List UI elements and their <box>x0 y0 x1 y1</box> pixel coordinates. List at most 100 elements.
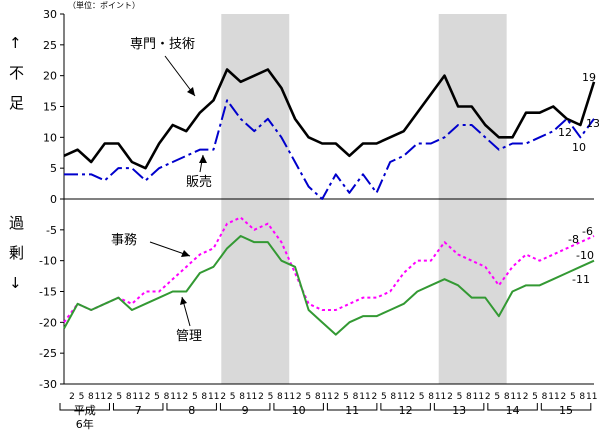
y-tick-label: 0 <box>50 193 57 206</box>
x-month-label: 8 <box>277 392 283 402</box>
y-tick-label: 10 <box>43 131 57 144</box>
y-tick-label: 20 <box>43 70 57 83</box>
x-month-label: 5 <box>570 392 576 402</box>
x-month-label: 11 <box>586 392 597 402</box>
year-bracket <box>326 403 378 411</box>
year-bracket <box>166 403 217 411</box>
end-label-jimu-2: -8 <box>568 233 579 246</box>
x-month-label: 11 <box>321 392 332 402</box>
year-bracket <box>112 403 164 411</box>
series-lines <box>63 68 596 336</box>
x-month-label: 2 <box>447 392 453 402</box>
series-label-hanbai: 販売 <box>186 174 212 190</box>
x-month-label: 2 <box>258 392 264 402</box>
x-month-label: 2 <box>372 392 378 402</box>
year-bracket <box>59 403 110 411</box>
year-label: 平成 <box>74 404 96 417</box>
year-sublabel: 6年 <box>76 417 94 431</box>
x-month-label: 5 <box>230 392 236 402</box>
x-month-label: 5 <box>154 392 160 402</box>
year-label: 11 <box>345 404 359 417</box>
y-tick-label: -30 <box>39 378 57 391</box>
year-label: 13 <box>452 404 466 417</box>
x-month-label: 5 <box>305 392 311 402</box>
x-month-label: 11 <box>510 392 521 402</box>
x-month-label: 5 <box>381 392 387 402</box>
y-tick-label: -20 <box>39 316 57 329</box>
series-label-jimu: 事務 <box>111 233 137 248</box>
series-line-3 <box>63 235 595 336</box>
x-month-label: 8 <box>126 392 132 402</box>
year-bracket <box>273 403 324 411</box>
end-label-hanbai-2: 10 <box>572 141 586 154</box>
side-label-bottom: ↓ <box>9 274 22 292</box>
x-month-label: 2 <box>69 392 75 402</box>
year-label: 8 <box>188 404 195 417</box>
side-label-top: 足 <box>9 94 24 112</box>
year-bracket <box>487 403 538 411</box>
end-label-jimu: -6 <box>582 225 593 238</box>
y-tick-label: -15 <box>39 286 57 299</box>
pointer-head-jimu <box>181 250 190 257</box>
x-month-label: 2 <box>296 392 302 402</box>
x-month-label: 2 <box>485 392 491 402</box>
x-month-label: 8 <box>579 392 585 402</box>
x-month-label: 11 <box>170 392 181 402</box>
x-month-label: 11 <box>132 392 143 402</box>
x-month-label: 5 <box>457 392 463 402</box>
x-month-label: 11 <box>397 392 408 402</box>
pointer-senmon <box>164 55 196 97</box>
series-line-0 <box>63 68 596 170</box>
x-month-label: 2 <box>107 392 113 402</box>
x-month-label: 11 <box>435 392 446 402</box>
x-month-label: 2 <box>334 392 340 402</box>
y-tick-label: 15 <box>43 101 57 114</box>
x-month-label: 11 <box>208 392 219 402</box>
x-month-label: 8 <box>390 392 396 402</box>
x-month-label: 5 <box>419 392 425 402</box>
year-label: 10 <box>292 404 306 417</box>
series-line-2 <box>63 216 595 323</box>
x-month-label: 8 <box>239 392 245 402</box>
x-month-label: 5 <box>116 392 122 402</box>
year-label: 7 <box>135 404 142 417</box>
year-label: 9 <box>242 404 249 417</box>
x-month-label: 8 <box>164 392 170 402</box>
side-label-bottom: 過 <box>9 214 24 232</box>
x-month-label: 11 <box>95 392 106 402</box>
year-label: 12 <box>399 404 413 417</box>
x-month-label: 8 <box>466 392 472 402</box>
x-month-label: 5 <box>79 392 85 402</box>
chart-labels: （単位：ポイント）↑不足過剰↓専門・技術販売事務管理19131012-6-8-1… <box>9 0 599 344</box>
side-label-top: 不 <box>9 64 24 82</box>
x-month-label: 8 <box>504 392 510 402</box>
x-month-label: 5 <box>268 392 274 402</box>
x-month-label: 11 <box>284 392 295 402</box>
x-month-label: 8 <box>542 392 548 402</box>
end-label-extra: 12 <box>558 126 572 139</box>
series-line-1 <box>64 99 595 200</box>
x-month-label: 2 <box>523 392 529 402</box>
y-tick-label: 25 <box>43 39 57 52</box>
y-tick-label: -25 <box>39 347 57 360</box>
x-month-label: 11 <box>246 392 257 402</box>
side-label-bottom: 剰 <box>9 244 24 262</box>
year-bracket <box>540 403 592 411</box>
y-tick-label: -10 <box>39 255 57 268</box>
x-month-label: 5 <box>192 392 198 402</box>
series-label-kanri: 管理 <box>176 329 202 344</box>
x-month-label: 11 <box>548 392 559 402</box>
x-month-label: 8 <box>88 392 94 402</box>
pointer-head-senmon <box>187 87 195 96</box>
year-bracket <box>380 403 431 411</box>
side-label-top: ↑ <box>9 34 22 52</box>
x-month-label: 11 <box>359 392 370 402</box>
x-month-label: 5 <box>343 392 349 402</box>
x-month-label: 8 <box>428 392 434 402</box>
x-month-label: 2 <box>409 392 415 402</box>
end-label-kanri: -10 <box>576 249 594 262</box>
year-bracket <box>433 403 485 411</box>
end-label-hanbai: 13 <box>586 117 599 130</box>
x-month-label: 2 <box>183 392 189 402</box>
